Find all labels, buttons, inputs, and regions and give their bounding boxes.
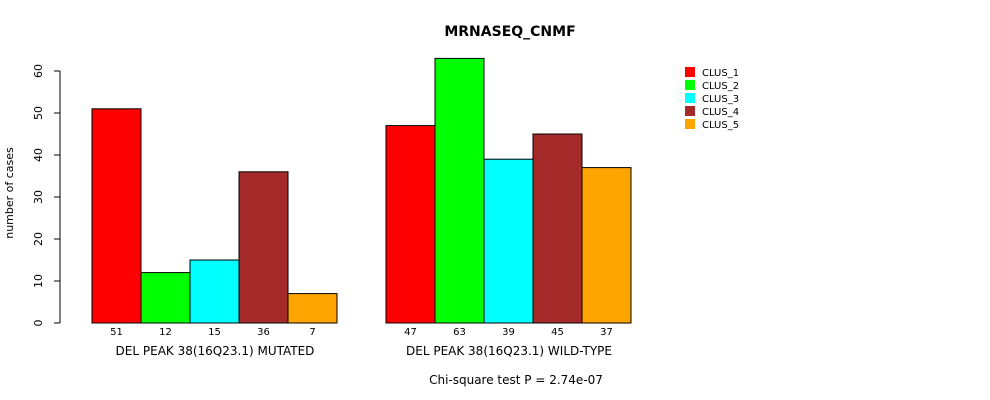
legend-swatch [685, 80, 695, 90]
bar-value-label: 51 [110, 327, 123, 338]
y-tick-label: 10 [32, 274, 45, 288]
legend-label: CLUS_4 [702, 107, 739, 118]
bar-value-label: 37 [600, 327, 613, 338]
y-tick-label: 50 [32, 106, 45, 120]
bar-value-label: 39 [502, 327, 515, 338]
bar-clus-2 [434, 57, 485, 324]
chart-title: MRNASEQ_CNMF [444, 24, 575, 40]
y-axis-label: number of cases [3, 147, 16, 239]
group-label-wild-type: DEL PEAK 38(16Q23.1) WILD-TYPE [406, 344, 612, 358]
bar-clus-4 [238, 171, 289, 324]
legend-swatch [685, 106, 695, 116]
bar-value-label: 15 [208, 327, 221, 338]
bar-value-label: 12 [159, 327, 172, 338]
y-axis: 0 10 20 30 40 50 60 [32, 64, 61, 327]
y-tick-label: 0 [32, 320, 45, 327]
bar-value-label: 7 [309, 327, 315, 338]
legend-swatch [685, 119, 695, 129]
bar-value-label: 47 [404, 327, 417, 338]
legend-label: CLUS_1 [702, 68, 739, 79]
bar-clus-5 [287, 293, 338, 324]
y-tick-label: 20 [32, 232, 45, 246]
legend-swatch [685, 67, 695, 77]
bar-clus-4 [532, 133, 583, 324]
bar-value-label: 63 [453, 327, 466, 338]
legend-swatch [685, 93, 695, 103]
y-tick-label: 30 [32, 190, 45, 204]
bar-clus-1 [385, 125, 436, 324]
legend-label: CLUS_3 [702, 94, 739, 105]
group-label-mutated: DEL PEAK 38(16Q23.1) MUTATED [116, 344, 315, 358]
bar-value-label: 36 [257, 327, 270, 338]
bar-clus-3 [189, 259, 240, 324]
bars [91, 57, 632, 324]
bar-clus-3 [483, 158, 534, 324]
legend: CLUS_1 CLUS_2 CLUS_3 CLUS_4 CLUS_5 [685, 67, 739, 131]
bar-value-label: 45 [551, 327, 564, 338]
bar-clus-1 [91, 108, 142, 324]
bar-clus-2 [140, 272, 191, 324]
chi-square-footnote: Chi-square test P = 2.74e-07 [429, 373, 603, 387]
y-tick-label: 40 [32, 148, 45, 162]
value-labels: 51 12 15 36 7 47 63 39 45 37 [110, 327, 613, 338]
bar-clus-5 [581, 167, 632, 324]
legend-label: CLUS_5 [702, 120, 739, 131]
y-tick-label: 60 [32, 64, 45, 78]
legend-label: CLUS_2 [702, 81, 739, 92]
